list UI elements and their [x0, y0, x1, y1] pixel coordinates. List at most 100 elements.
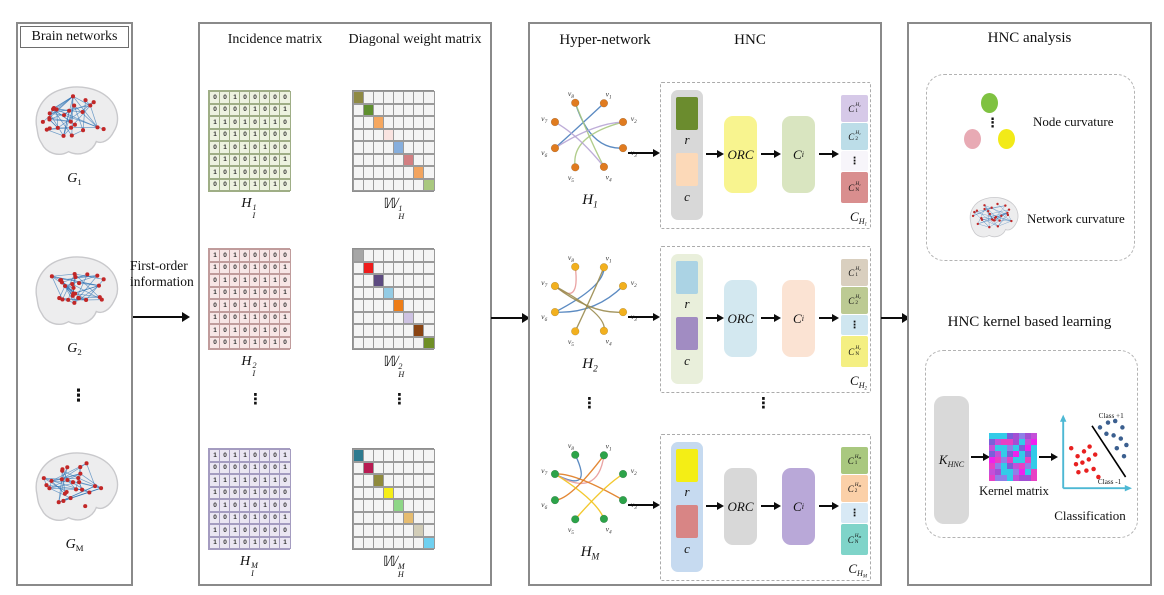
- panel-hypernetwork-hnc: Hyper-network HNC v1v2v3v4v5v6v7v8H1rcOR…: [528, 22, 882, 586]
- svg-text:v4: v4: [606, 172, 612, 183]
- kernel-cell: [1001, 463, 1007, 469]
- curvature-cell: C HM 1: [841, 447, 868, 474]
- matrix-cell: 0: [209, 336, 221, 349]
- matrix-cell: 0: [229, 461, 241, 474]
- kernel-matrix-label: Kernel matrix: [979, 484, 1049, 498]
- vertical-ellipsis: ⋮: [392, 390, 407, 408]
- brain-network-image: [34, 452, 118, 521]
- flow-arrow: [628, 149, 660, 157]
- matrix-cell: [423, 274, 435, 287]
- kernel-cell: [1025, 433, 1031, 439]
- kernel-cell: [989, 445, 995, 451]
- curvature-column: C H1 1 C H1 2 ⋮ C H1 N: [841, 95, 868, 204]
- matrix-cell: 0: [279, 324, 291, 337]
- matrix-cell: 0: [239, 511, 251, 524]
- svg-text:v4: v4: [606, 524, 612, 535]
- kernel-cell: [1001, 451, 1007, 457]
- node-curvature-dot-pink: [964, 129, 981, 149]
- svg-text:v1: v1: [606, 89, 612, 100]
- panel-hnc-analysis: HNC analysis ⋮ Node curvature Network cu…: [907, 22, 1152, 586]
- svg-text:v8: v8: [568, 441, 574, 452]
- kernel-cell: [1019, 457, 1025, 463]
- curvature-cell: C HM 2: [841, 475, 868, 502]
- matrix-cell: 1: [279, 511, 291, 524]
- matrix-cell: 0: [259, 311, 271, 324]
- matrix-cell: 0: [279, 178, 291, 191]
- kernel-cell: [1025, 457, 1031, 463]
- svg-text:v5: v5: [568, 173, 574, 184]
- curvature-column: C HM 1 C HM 2 ⋮ C HM N: [841, 447, 868, 556]
- khnc-label: KHNC: [938, 451, 965, 469]
- kernel-cell: [1031, 451, 1037, 457]
- kernel-cell: [995, 457, 1001, 463]
- hypergraph-label: HM: [580, 544, 600, 563]
- matrix-cell: 0: [279, 499, 291, 512]
- svg-text:v2: v2: [631, 114, 637, 125]
- matrix-cell: 0: [279, 524, 291, 537]
- matrix-cell: [423, 311, 435, 324]
- brain-label: GM: [65, 537, 84, 554]
- kernel-cell: [1001, 475, 1007, 481]
- kernel-cell: [1025, 445, 1031, 451]
- kernel-cell: [1013, 469, 1019, 475]
- hypergraph-label: H2: [582, 356, 598, 375]
- flow-arrow: [819, 314, 839, 322]
- weight-grid: [352, 248, 435, 350]
- analysis-dashed-box: ⋮ Node curvature Network curvature: [926, 74, 1135, 261]
- matrix-cell: 1: [279, 286, 291, 299]
- curvature-cell: ⋮: [841, 503, 868, 523]
- matrix-cell: 0: [209, 299, 221, 312]
- kernel-cell: [1019, 445, 1025, 451]
- hyper-row: v1v2v3v4v5v6v7v8HMrcORCCiCHM1CHM2⋮CHMNCH…: [530, 434, 880, 581]
- matrix-cell: [423, 336, 435, 349]
- kernel-cell: [989, 439, 995, 445]
- kernel-cell: [1031, 433, 1037, 439]
- c-label: c: [684, 353, 690, 368]
- hypergraph: v1v2v3v4v5v6v7v8: [541, 253, 637, 348]
- matrix-cell: 1: [239, 499, 251, 512]
- hypergraph: v1v2v3v4v5v6v7v8: [541, 89, 637, 184]
- orc-block: ORC: [724, 116, 757, 193]
- matrix-cell: [423, 461, 435, 474]
- curvature-cell: C H1 N: [841, 172, 868, 203]
- matrix-cell: [423, 261, 435, 274]
- kernel-cell: [1031, 463, 1037, 469]
- matrix-cell: [423, 153, 435, 166]
- matrix-cell: 0: [219, 324, 231, 337]
- kernel-cell: [1031, 445, 1037, 451]
- svg-text:v7: v7: [541, 278, 547, 289]
- kernel-cell: [1001, 439, 1007, 445]
- curvature-cell: C H1 1: [841, 95, 868, 122]
- matrix-cell: [423, 511, 435, 524]
- kernel-cell: [1019, 475, 1025, 481]
- incidence-matrix-title: Incidence matrix: [227, 32, 323, 47]
- hyper-row: v1v2v3v4v5v6v7v8H1rcORCCiCH11CH12⋮CH1NCH…: [530, 82, 880, 229]
- khnc-block: KHNC: [934, 396, 969, 524]
- matrix-cell: 1: [229, 166, 241, 179]
- kernel-cell: [1001, 445, 1007, 451]
- matrix-cell: 0: [219, 486, 231, 499]
- kernel-cell: [989, 457, 995, 463]
- matrix-cell: 0: [219, 311, 231, 324]
- r-label: r: [684, 484, 690, 499]
- matrix-cell: [423, 166, 435, 179]
- panel-brain-networks: Brain networks G1 G2 ⋮ GM: [16, 22, 133, 586]
- kernel-cell: [1013, 433, 1019, 439]
- flow-arrow: [706, 502, 724, 510]
- kernel-cell: [1025, 439, 1031, 445]
- matrix-cell: [423, 474, 435, 487]
- kernel-cell: [1007, 433, 1013, 439]
- network-curvature-brain: [969, 197, 1019, 238]
- matrix-cell: 1: [229, 91, 241, 104]
- panel-matrices: Incidence matrix Diagonal weight matrix …: [198, 22, 492, 586]
- kernel-cell: [1031, 475, 1037, 481]
